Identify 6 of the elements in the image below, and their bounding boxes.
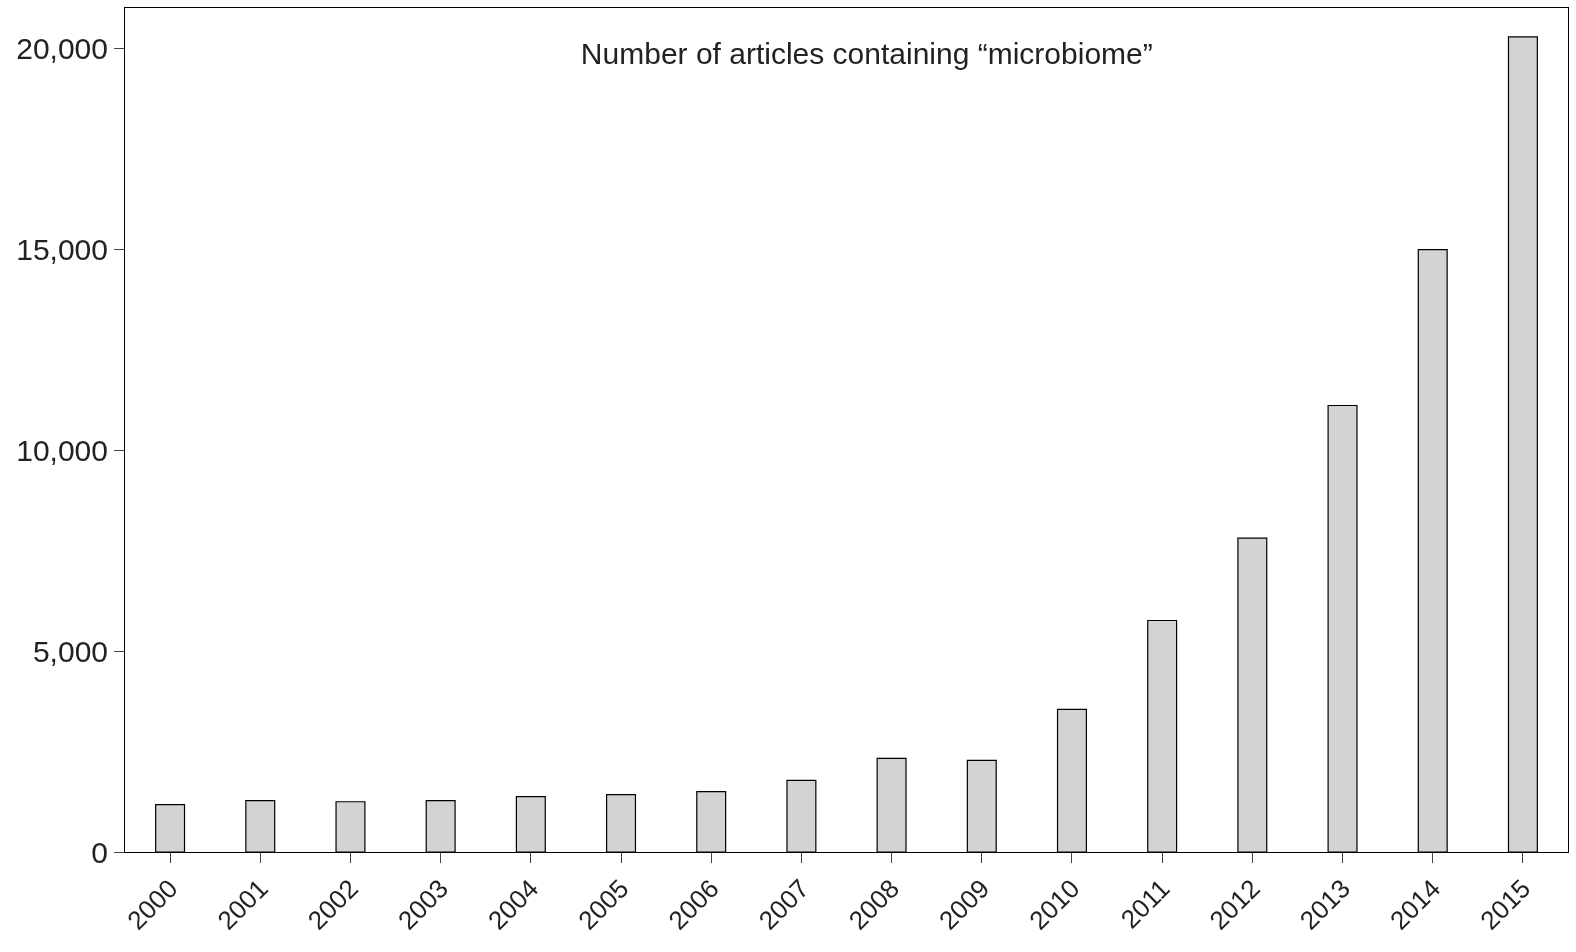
- y-tick-label: 15,000: [16, 232, 108, 266]
- y-tick-label: 10,000: [16, 433, 108, 467]
- y-tick-label: 0: [91, 835, 108, 869]
- text: Number of articles containing “microbiome”: [580, 36, 1153, 70]
- y-tick-label: 20,000: [16, 31, 108, 65]
- y-tick-label: 5,000: [32, 634, 108, 668]
